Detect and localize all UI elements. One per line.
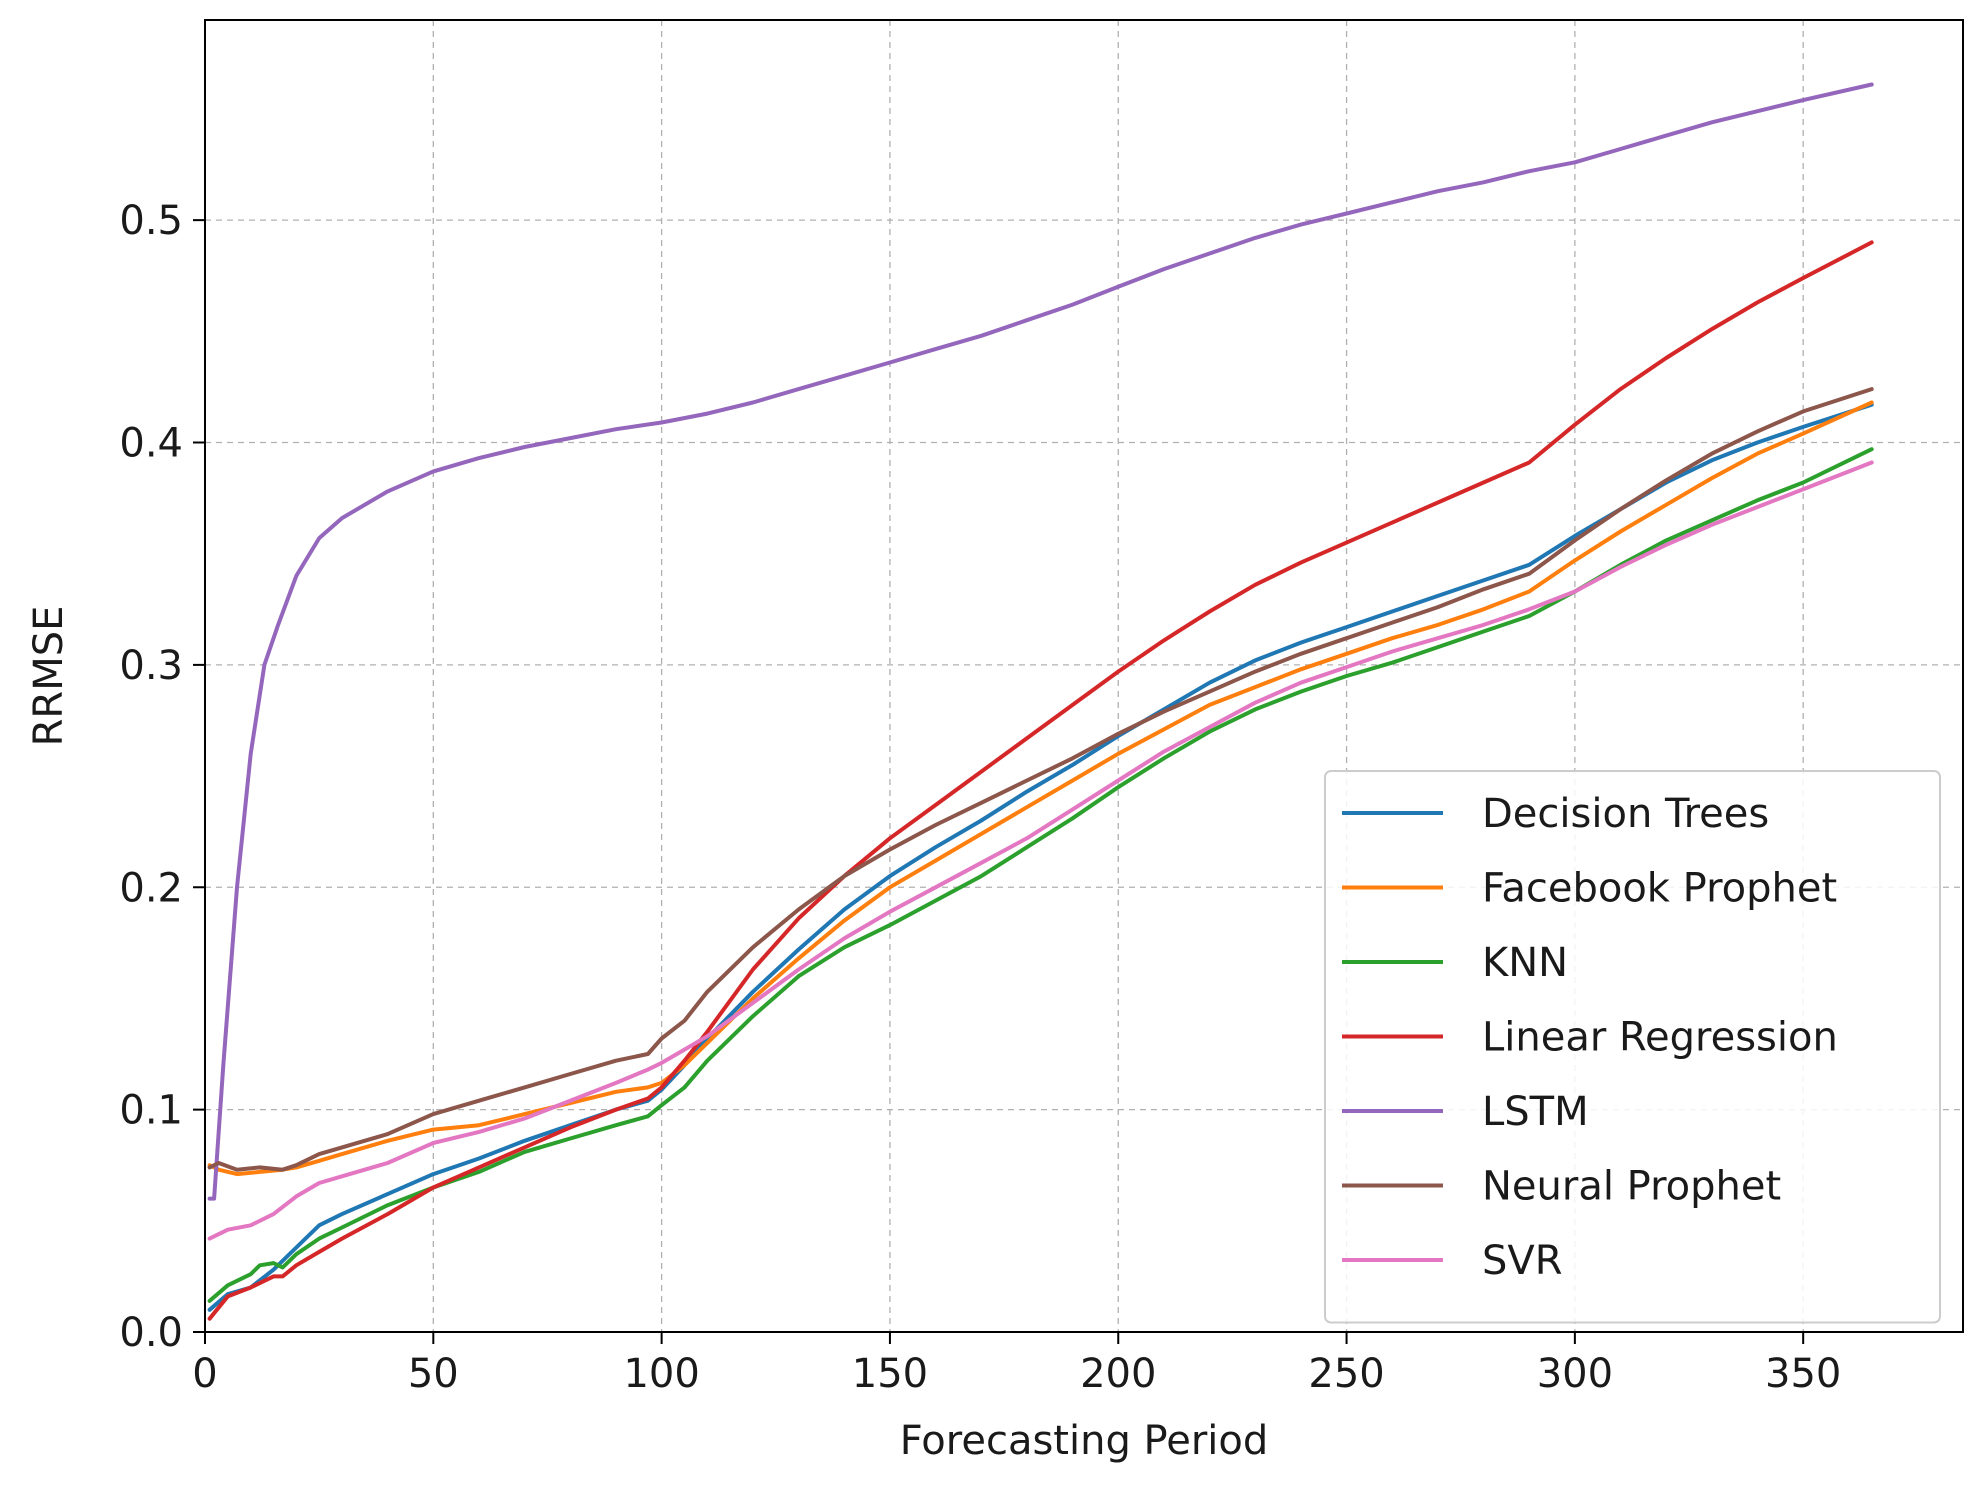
x-tick-label: 250 [1308,1351,1384,1397]
x-axis-ticks: 0 50 100 150 200 250 300 350 [192,1332,1841,1397]
x-tick-label: 100 [623,1351,699,1397]
x-tick-label: 0 [192,1351,217,1397]
x-tick-label: 50 [408,1351,459,1397]
x-tick-label: 150 [852,1351,928,1397]
y-tick-label: 0.2 [119,865,183,911]
series-line-decision-trees [207,402,1874,1312]
series-lines [207,82,1874,1321]
series-line-knn [207,447,1874,1303]
series-line-linear-regression [207,240,1874,1321]
y-tick-label: 0.0 [119,1310,183,1356]
legend-label: Neural Prophet [1482,1164,1781,1210]
legend: Decision Trees Facebook Prophet KNN Linear … [1324,770,1941,1324]
legend-label: Decision Trees [1482,791,1769,837]
legend-label: SVR [1482,1238,1563,1284]
y-tick-label: 0.3 [119,643,183,689]
x-tick-label: 200 [1080,1351,1156,1397]
y-axis-label: RRMSE [26,606,72,747]
series-line-svr [207,460,1874,1241]
legend-label: LSTM [1482,1089,1589,1135]
legend-label: Facebook Prophet [1482,866,1837,912]
series-line-facebook-prophet [207,400,1874,1177]
legend-label: Linear Regression [1482,1015,1838,1061]
y-tick-label: 0.1 [119,1088,183,1134]
y-tick-label: 0.5 [119,198,183,244]
legend-box [1324,770,1941,1324]
x-tick-label: 350 [1765,1351,1841,1397]
legend-label: KNN [1482,940,1568,986]
y-axis-ticks: 0.0 0.1 0.2 0.3 0.4 0.5 [119,198,205,1356]
x-tick-label: 300 [1537,1351,1613,1397]
x-axis-label: Forecasting Period [900,1418,1269,1464]
plot-area-frame [204,19,1964,1333]
series-line-lstm [207,82,1874,1201]
y-tick-label: 0.4 [119,421,183,467]
series-line-neural-prophet [207,387,1874,1172]
